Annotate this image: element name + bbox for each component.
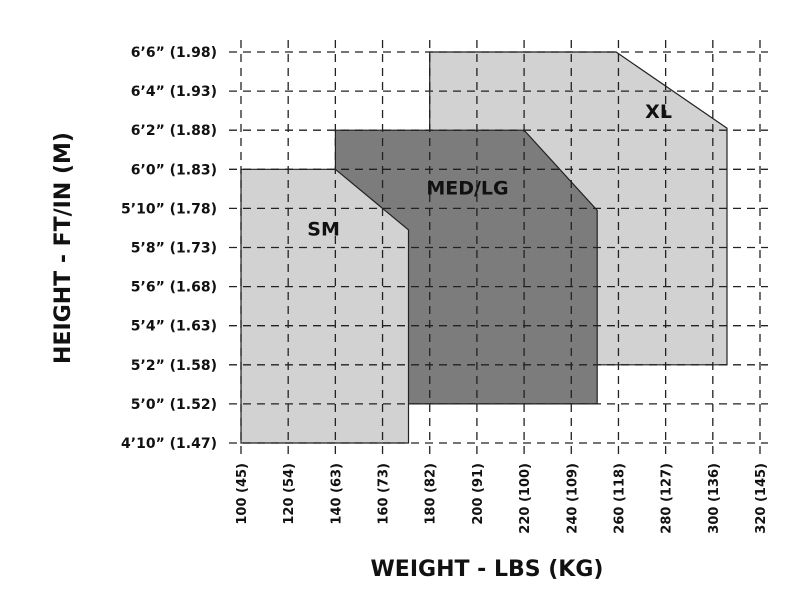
y-axis-ticks: 4’10” (1.47) 5’0” (1.52) 5’2” (1.58) 5’4” (…: [121, 45, 217, 452]
y-tick-label: 5’2” (1.58): [131, 358, 217, 374]
region-sm: [240, 168, 410, 444]
y-axis-title: HEIGHT - FT/IN (M): [51, 132, 76, 364]
y-tick-label: 6’0” (1.83): [131, 162, 217, 178]
x-tick-label: 260 (118): [613, 463, 628, 534]
y-tick-label: 6’2” (1.88): [131, 123, 217, 139]
y-tick-label: 5’8” (1.73): [131, 241, 217, 257]
grid-layer: [229, 40, 768, 457]
x-tick-label: 320 (145): [754, 463, 769, 534]
x-tick-label: 120 (54): [282, 463, 297, 525]
x-tick-label: 100 (45): [235, 463, 250, 525]
y-tick-label: 6’4” (1.93): [131, 84, 217, 100]
x-tick-label: 280 (127): [660, 463, 675, 534]
region-label-sm: SM: [307, 218, 340, 240]
y-tick-label: 5’6” (1.68): [131, 280, 217, 296]
y-tick-label: 5’4” (1.63): [131, 319, 217, 335]
x-tick-label: 140 (63): [329, 463, 344, 525]
region-label-med-lg: MED/LG: [426, 177, 508, 199]
y-tick-label: 6’6” (1.98): [131, 45, 217, 61]
y-tick-label: 5’10” (1.78): [121, 201, 217, 217]
x-tick-label: 300 (136): [707, 463, 722, 534]
x-tick-label: 240 (109): [565, 463, 580, 534]
x-axis-ticks: 100 (45) 120 (54) 140 (63) 160 (73) 180 (82)…: [235, 463, 769, 534]
x-tick-label: 200 (91): [471, 463, 486, 525]
x-tick-label: 220 (100): [518, 463, 533, 534]
y-tick-label: 5’0” (1.52): [131, 397, 217, 413]
region-labels-layer: XL MED/LG SM: [307, 101, 672, 240]
x-axis-title: WEIGHT - LBS (KG): [371, 557, 604, 582]
region-label-xl: XL: [645, 101, 672, 123]
y-tick-label: 4’10” (1.47): [121, 436, 217, 452]
x-tick-label: 180 (82): [424, 463, 439, 525]
x-tick-label: 160 (73): [377, 463, 392, 525]
